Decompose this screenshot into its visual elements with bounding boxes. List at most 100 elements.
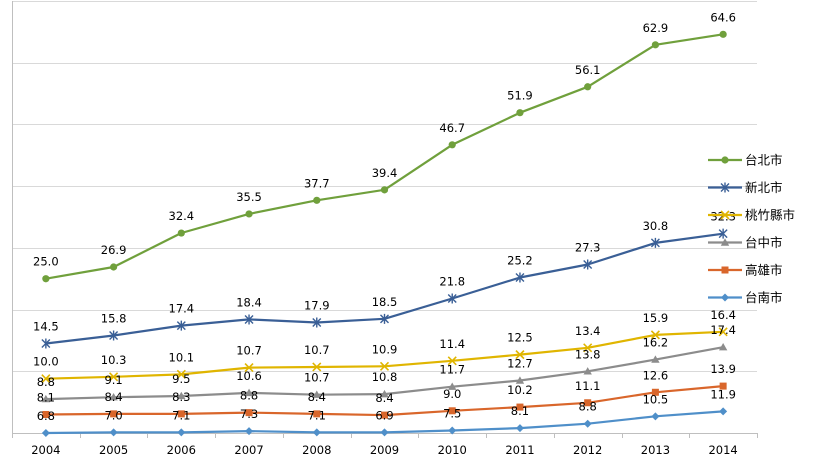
data-label: 10.7 [304,343,330,357]
data-point [650,330,660,340]
data-point [720,210,730,220]
data-label: 12.7 [507,357,533,371]
data-point [380,313,389,324]
data-point [721,266,729,274]
data-point [177,391,186,400]
data-point [313,410,321,418]
data-point [41,429,50,437]
data-point [515,350,525,360]
data-point [651,412,660,421]
data-point [245,210,253,218]
data-point [448,141,456,149]
data-label: 13.8 [575,347,601,361]
data-point [721,293,729,302]
data-point [516,109,524,117]
data-point [447,293,457,304]
data-label: 21.8 [439,274,465,288]
data-label: 17.9 [304,299,330,313]
data-label: 8.8 [240,389,258,403]
data-point [515,424,524,433]
data-label: 12.5 [507,331,533,345]
data-label: 37.7 [304,176,330,190]
data-label: 35.5 [236,190,262,204]
data-label: 8.1 [511,404,529,418]
data-label: 7.1 [308,408,326,422]
x-tick-label: 2009 [370,443,399,457]
data-point [41,394,51,403]
series-markers [41,30,728,437]
data-label: 62.9 [643,21,669,35]
data-label: 8.3 [172,390,190,404]
data-label: 7.1 [172,408,190,422]
data-label: 15.9 [643,311,669,325]
data-point [583,259,593,270]
data-point [584,399,592,407]
data-label: 8.4 [308,390,326,404]
data-label: 25.2 [507,253,533,267]
data-label: 30.8 [643,219,669,233]
data-label: 17.4 [169,302,195,316]
legend-label: 台南市 [745,290,783,305]
data-point [177,229,185,237]
data-label: 10.2 [507,383,533,397]
data-label: 39.4 [372,166,398,180]
data-point [719,407,728,416]
data-point [721,156,729,164]
data-point [718,327,728,337]
data-label: 6.9 [375,408,393,422]
x-tick-label: 2006 [167,443,196,457]
data-point [312,362,322,372]
data-label: 51.9 [507,89,533,103]
data-label: 8.1 [37,390,55,404]
data-label: 11.4 [439,337,465,351]
data-label: 10.1 [169,350,195,364]
x-tick-label: 2008 [302,443,331,457]
data-point [720,182,730,193]
data-label: 10.7 [304,371,330,385]
data-label: 8.8 [37,375,55,389]
data-label: 8.4 [375,391,393,405]
data-label: 12.6 [643,368,669,382]
data-point [380,389,389,398]
data-label: 10.6 [236,369,262,383]
data-label: 7.0 [104,408,122,422]
data-point [177,410,185,418]
x-axis: 2004 2005 2006 2007 2008 2009 2010 2011 2012 2013… [12,1,758,457]
data-label: 8.8 [579,400,597,414]
data-label: 25.0 [33,255,59,269]
data-point [583,343,593,353]
data-label: 7.3 [240,407,258,421]
data-label: 10.5 [643,392,669,406]
data-point [448,407,456,415]
data-point [584,83,592,91]
data-label: 9.1 [104,373,122,387]
data-point [718,343,728,351]
x-tick-label: 2005 [99,443,128,457]
data-point [42,410,50,418]
legend-label: 台中市 [745,235,783,250]
data-point [718,228,728,239]
data-label: 10.0 [33,355,59,369]
data-point [42,275,50,283]
data-point [381,411,388,419]
data-label: 10.7 [236,344,262,358]
data-point [244,388,254,397]
data-label: 9.5 [172,372,190,386]
data-point [651,355,660,363]
data-point [583,419,592,428]
data-point [312,428,321,437]
data-point [109,263,118,271]
data-point [720,238,730,246]
data-point [719,382,727,390]
data-point [312,317,322,328]
data-label: 46.7 [439,121,465,135]
data-point [379,361,390,371]
data-point [447,356,457,366]
data-point [109,393,118,401]
data-label: 18.4 [236,295,262,309]
data-labels: 25.0 26.9 32.4 35.5 37.7 39.4 46.7 51.9 56.1 62.9… [33,10,736,423]
data-label: 16.2 [643,336,669,350]
data-label: 11.7 [439,363,465,377]
